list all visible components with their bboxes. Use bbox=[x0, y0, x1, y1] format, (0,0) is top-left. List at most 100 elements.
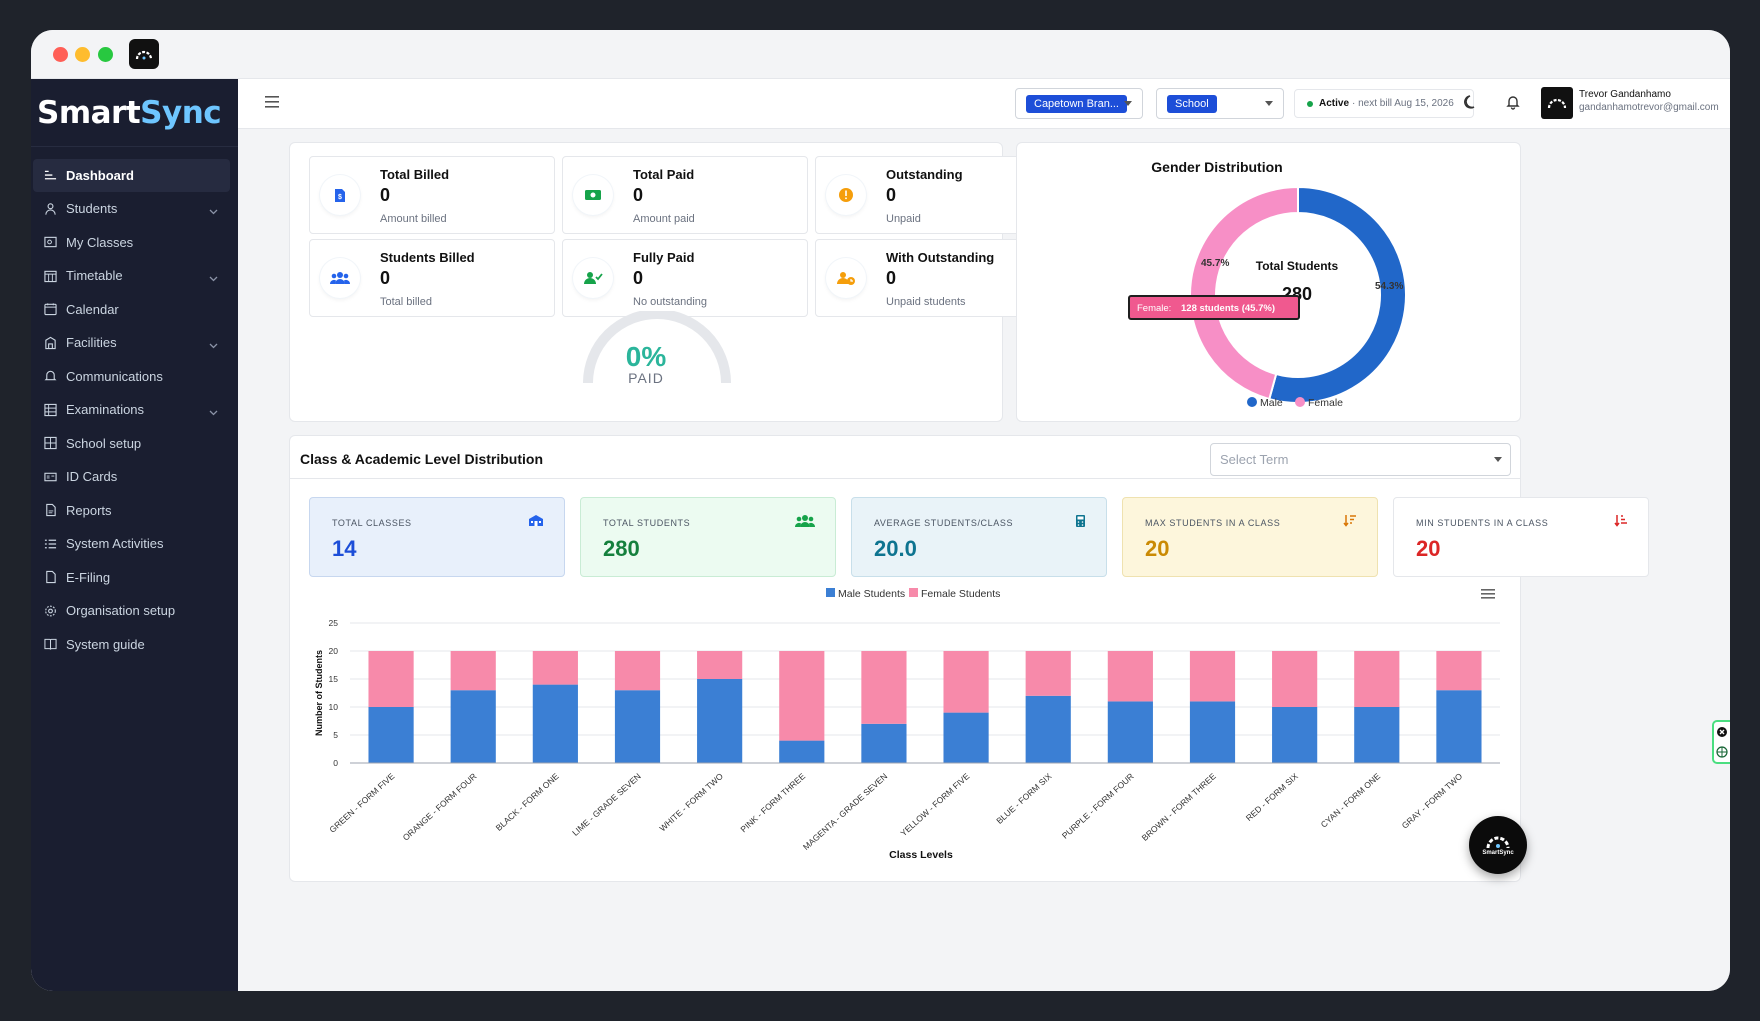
book-icon bbox=[43, 637, 57, 651]
smartsync-assistant-button[interactable]: SmartSync bbox=[1469, 816, 1527, 874]
x-tick-label: YELLOW - FORM FIVE bbox=[898, 771, 971, 838]
menu-toggle-icon[interactable] bbox=[265, 95, 279, 113]
bar-legend-label[interactable]: Female Students bbox=[921, 588, 1000, 600]
close-icon[interactable] bbox=[1716, 726, 1728, 738]
sidebar-item-school-setup[interactable]: School setup bbox=[31, 427, 238, 460]
bar-male[interactable] bbox=[368, 707, 414, 763]
money-icon bbox=[573, 175, 613, 215]
bell-icon[interactable] bbox=[1505, 94, 1521, 115]
globe-icon[interactable] bbox=[1716, 746, 1728, 758]
bar-male[interactable] bbox=[614, 690, 661, 763]
branch-select[interactable]: Capetown Bran... bbox=[1015, 88, 1143, 119]
sidebar-item-system-activities[interactable]: System Activities bbox=[31, 527, 238, 560]
bar-female[interactable] bbox=[1354, 651, 1400, 707]
sidebar-item-dashboard[interactable]: Dashboard bbox=[33, 159, 230, 192]
bar-female[interactable] bbox=[1436, 651, 1482, 691]
class-level-bar-chart: Male Students Female Students 0 5 10 15 20 25 Nu… bbox=[314, 588, 1500, 861]
term-select-placeholder: Select Term bbox=[1220, 452, 1289, 467]
bar-female[interactable] bbox=[697, 651, 743, 679]
x-tick-label: RED - FORM SIX bbox=[1244, 771, 1300, 823]
avatar[interactable] bbox=[1541, 87, 1573, 119]
bar-male[interactable] bbox=[1436, 690, 1482, 763]
metric-label: TOTAL STUDENTS bbox=[603, 518, 691, 528]
moon-icon[interactable] bbox=[1463, 94, 1479, 115]
bar-female[interactable] bbox=[1272, 651, 1318, 707]
bar-female[interactable] bbox=[779, 651, 825, 741]
class-distribution-card: Class & Academic Level Distribution Sele… bbox=[289, 435, 1649, 882]
sort-asc-icon bbox=[1614, 514, 1628, 532]
bar-male[interactable] bbox=[943, 712, 989, 763]
metric-label: TOTAL CLASSES bbox=[332, 518, 412, 528]
tile-caption: No outstanding bbox=[633, 296, 707, 308]
bar-female[interactable] bbox=[1025, 651, 1071, 696]
sidebar-item-my-classes[interactable]: My Classes bbox=[31, 226, 238, 259]
sidebar-item-id-cards[interactable]: ID Cards bbox=[31, 460, 238, 493]
tile-title: Students Billed bbox=[380, 250, 475, 265]
chevron-down-icon bbox=[1265, 101, 1273, 106]
bar-male[interactable] bbox=[779, 740, 825, 763]
tile-title: Fully Paid bbox=[633, 250, 695, 265]
side-helper-widget[interactable] bbox=[1712, 720, 1730, 764]
branch-select-value: Capetown Bran... bbox=[1026, 95, 1127, 113]
close-window-button[interactable] bbox=[53, 47, 68, 62]
bar-male[interactable] bbox=[861, 723, 907, 763]
file-icon bbox=[43, 570, 57, 584]
sidebar-item-communications[interactable]: Communications bbox=[31, 360, 238, 393]
sidebar-nav: Dashboard Students My Classes Timetable Cale… bbox=[31, 147, 238, 661]
chevron-down-icon bbox=[209, 203, 218, 218]
bar-male[interactable] bbox=[1189, 701, 1236, 763]
grid-icon bbox=[43, 436, 57, 450]
bar-female[interactable] bbox=[532, 651, 578, 685]
bar-male[interactable] bbox=[1272, 707, 1318, 763]
school-icon bbox=[528, 514, 544, 532]
bar-female[interactable] bbox=[943, 651, 989, 713]
sidebar-item-timetable[interactable]: Timetable bbox=[31, 259, 238, 292]
building-icon bbox=[43, 336, 57, 350]
bar-female[interactable] bbox=[1189, 651, 1236, 702]
minimize-window-button[interactable] bbox=[75, 47, 90, 62]
bar-male[interactable] bbox=[697, 679, 743, 763]
bar-male[interactable] bbox=[1025, 695, 1071, 763]
bar-male[interactable] bbox=[1107, 701, 1153, 763]
chevron-down-icon bbox=[1494, 457, 1502, 462]
calculator-icon bbox=[1075, 514, 1086, 533]
dashboard-icon bbox=[43, 169, 57, 183]
bar-legend-swatch[interactable] bbox=[909, 588, 918, 597]
topbar: Capetown Bran... School Active · next bi… bbox=[238, 79, 1730, 129]
bar-female[interactable] bbox=[861, 651, 907, 724]
svg-text:$: $ bbox=[338, 194, 342, 201]
sidebar-item-students[interactable]: Students bbox=[31, 192, 238, 225]
x-tick-label: CYAN - FORM ONE bbox=[1319, 771, 1383, 830]
bar-male[interactable] bbox=[450, 690, 496, 763]
sidebar-item-label: Students bbox=[66, 201, 118, 216]
bar-female[interactable] bbox=[368, 651, 414, 707]
sidebar-item-organisation-setup[interactable]: Organisation setup bbox=[31, 594, 238, 627]
sidebar-item-facilities[interactable]: Facilities bbox=[31, 326, 238, 359]
user-name[interactable]: Trevor Gandanhamo bbox=[1579, 89, 1671, 100]
sidebar-item-examinations[interactable]: Examinations bbox=[31, 393, 238, 426]
term-select[interactable]: Select Term bbox=[1210, 443, 1511, 476]
metric-value: 20 bbox=[1145, 536, 1170, 561]
sidebar-item-system-guide[interactable]: System guide bbox=[31, 628, 238, 661]
sidebar-item-calendar[interactable]: Calendar bbox=[31, 293, 238, 326]
bar-female[interactable] bbox=[450, 651, 496, 691]
bar-legend-swatch[interactable] bbox=[826, 588, 835, 597]
institution-type-select[interactable]: School bbox=[1156, 88, 1284, 119]
bar-female[interactable] bbox=[614, 651, 661, 691]
brand-logo[interactable]: Smart Sync bbox=[31, 79, 238, 147]
bar-female[interactable] bbox=[1107, 651, 1153, 702]
donut-slice-male[interactable] bbox=[1268, 185, 1407, 404]
tile-caption: Total billed bbox=[380, 296, 432, 308]
bar-male[interactable] bbox=[1354, 707, 1400, 763]
status-label: Active bbox=[1319, 98, 1350, 109]
maximize-window-button[interactable] bbox=[98, 47, 113, 62]
donut-slice-female[interactable] bbox=[1189, 185, 1299, 401]
bar-male[interactable] bbox=[532, 684, 578, 763]
bar-legend-label[interactable]: Male Students bbox=[838, 588, 905, 600]
status-dot-icon bbox=[1307, 100, 1313, 107]
main-content: $ Total Billed 0 Amount billed Total Paid 0 Am… bbox=[238, 129, 1730, 991]
tile-value: 0 bbox=[380, 185, 391, 205]
sidebar-item-reports[interactable]: Reports bbox=[31, 494, 238, 527]
chart-menu-icon[interactable] bbox=[1481, 586, 1495, 604]
sidebar-item-e-filing[interactable]: E-Filing bbox=[31, 561, 238, 594]
